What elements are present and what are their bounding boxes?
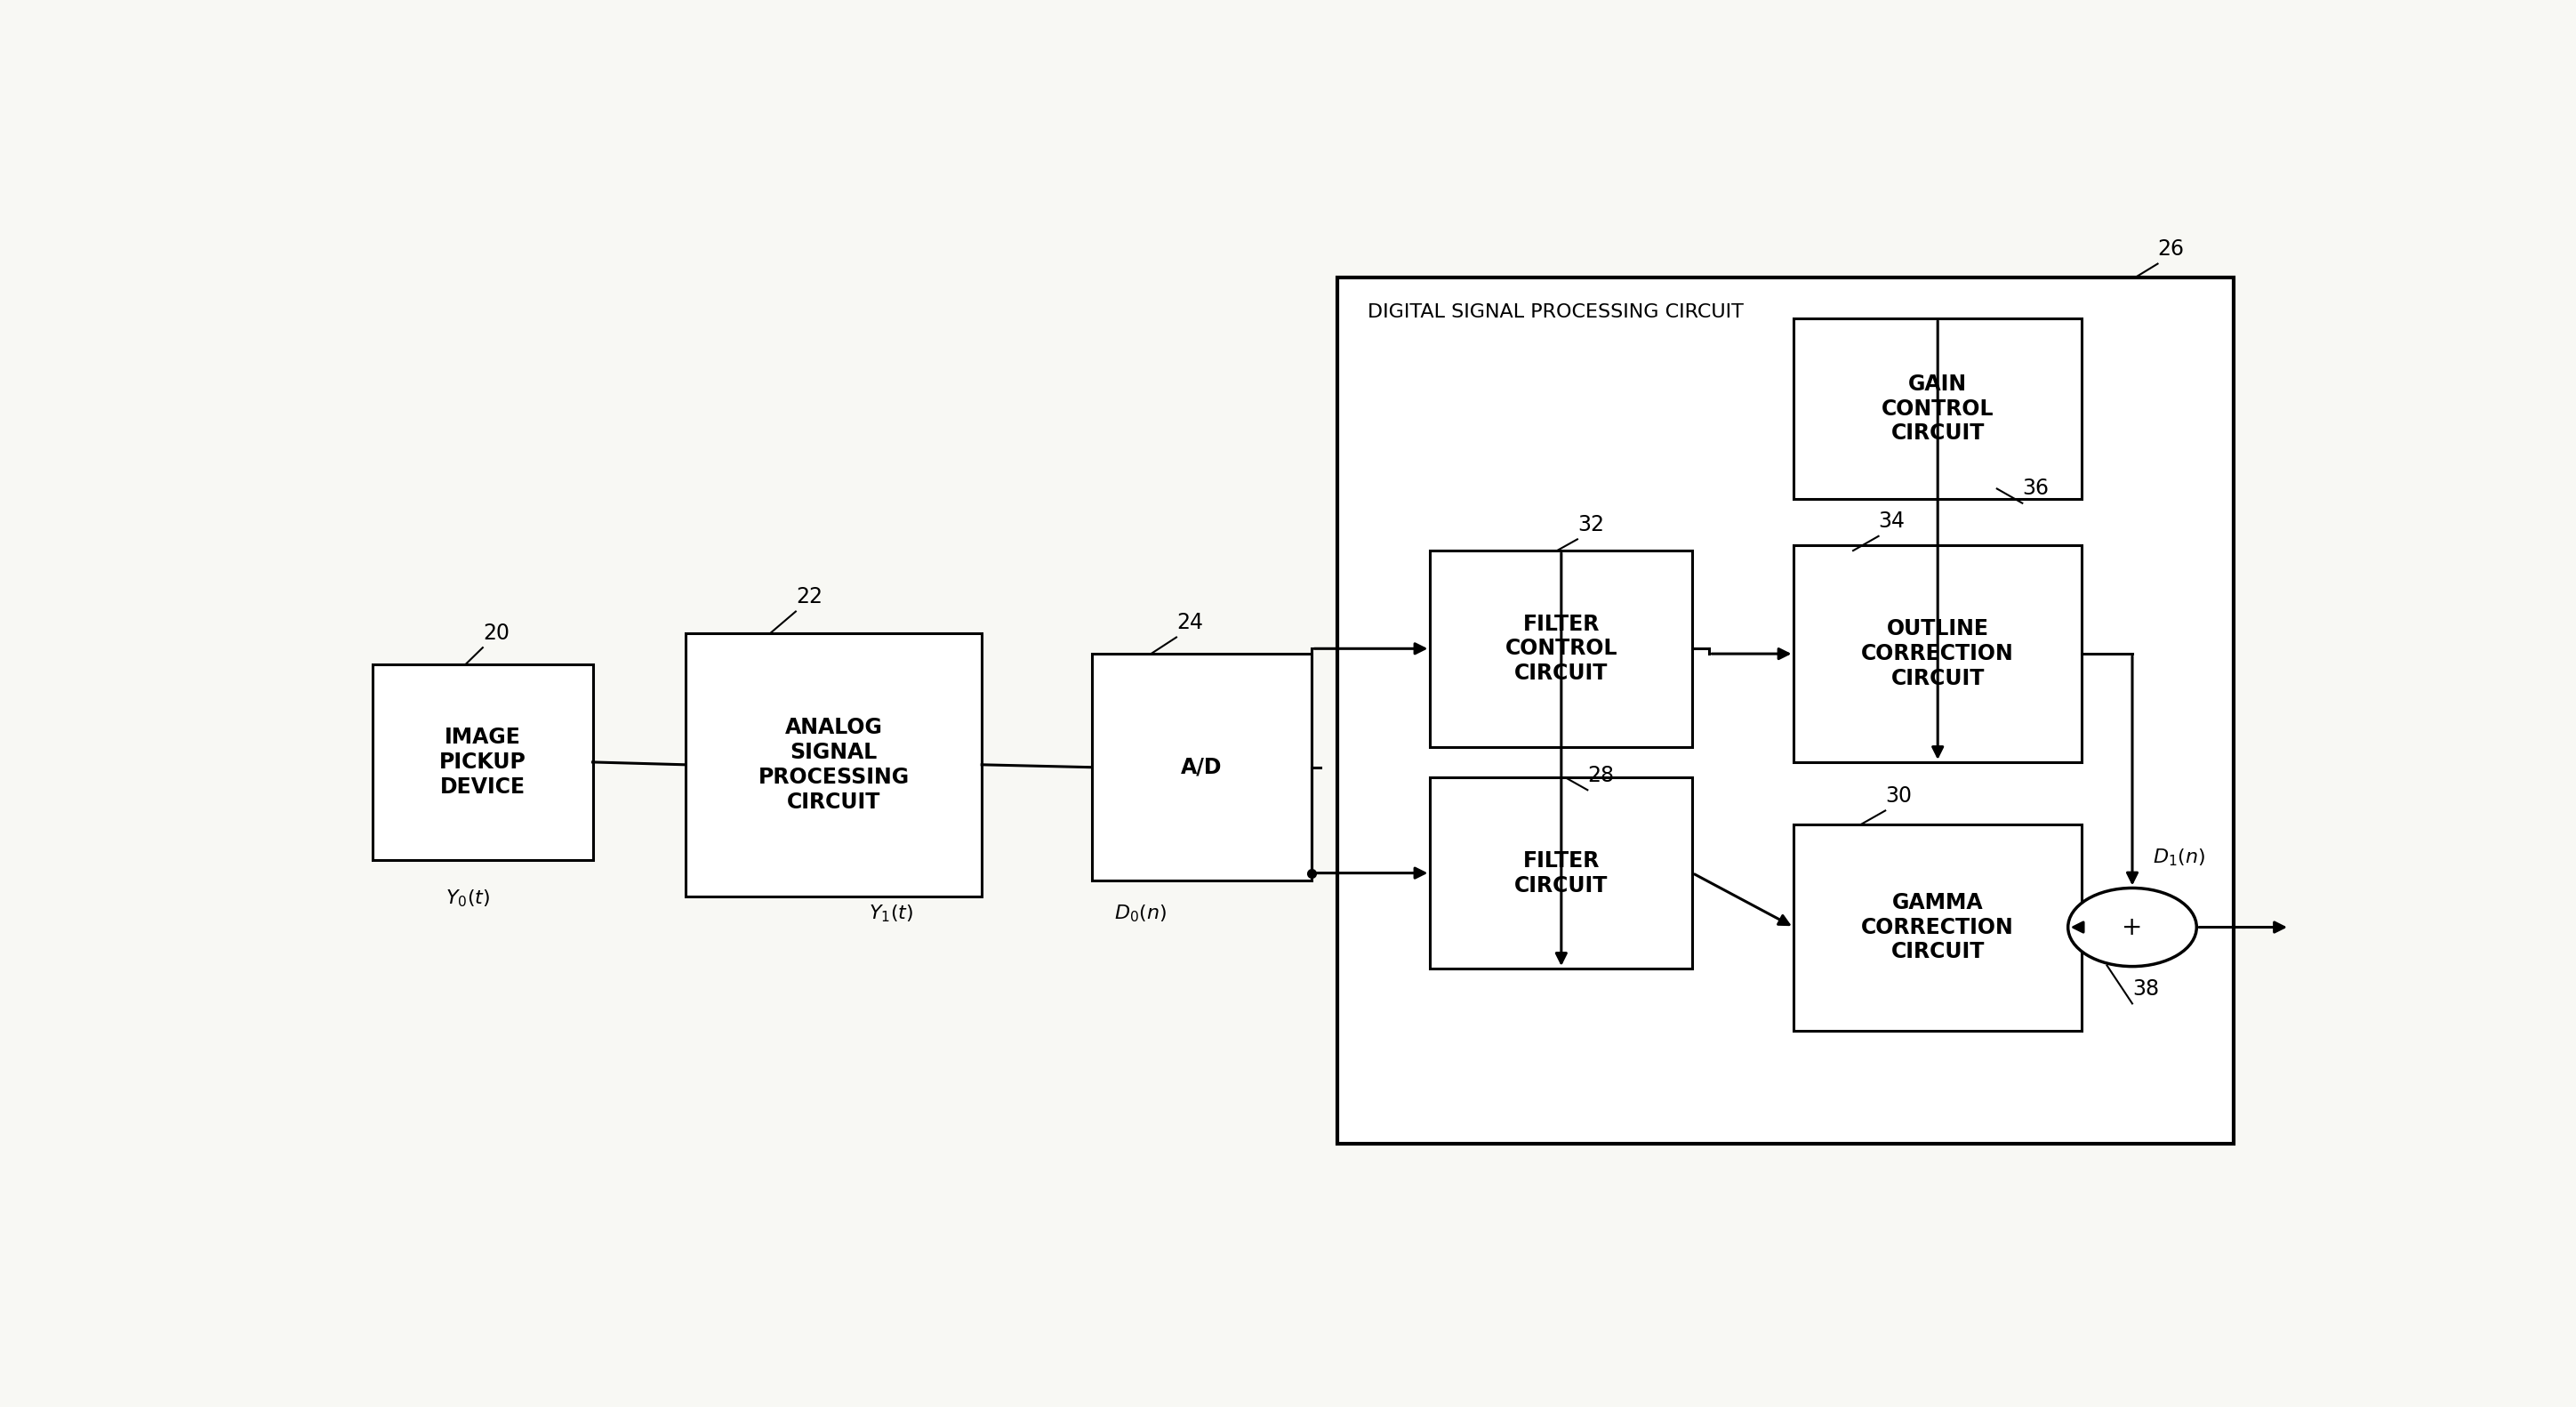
Text: 38: 38: [2133, 978, 2159, 999]
Text: 28: 28: [1587, 764, 1615, 787]
Text: 32: 32: [1577, 514, 1605, 535]
Text: 20: 20: [482, 622, 510, 643]
Text: FILTER
CIRCUIT: FILTER CIRCUIT: [1515, 850, 1607, 896]
Text: 22: 22: [796, 585, 822, 608]
Text: 26: 26: [2159, 238, 2184, 260]
Text: GAMMA
CORRECTION
CIRCUIT: GAMMA CORRECTION CIRCUIT: [1862, 892, 2014, 962]
Text: $Y_{1}(t)$: $Y_{1}(t)$: [868, 903, 912, 924]
Text: 30: 30: [1886, 785, 1911, 806]
Text: 34: 34: [1878, 511, 1906, 532]
Text: A/D: A/D: [1180, 757, 1224, 778]
Circle shape: [2069, 888, 2197, 967]
Text: $Y_{0}(t)$: $Y_{0}(t)$: [446, 888, 489, 909]
Text: 36: 36: [2022, 477, 2048, 499]
Text: FILTER
CONTROL
CIRCUIT: FILTER CONTROL CIRCUIT: [1504, 613, 1618, 684]
Bar: [1430, 550, 1692, 747]
Text: DIGITAL SIGNAL PROCESSING CIRCUIT: DIGITAL SIGNAL PROCESSING CIRCUIT: [1368, 303, 1744, 321]
Bar: [1092, 654, 1311, 881]
Bar: [1337, 277, 2233, 1144]
Text: +: +: [2123, 915, 2143, 940]
Bar: [1430, 778, 1692, 968]
Text: GAIN
CONTROL
CIRCUIT: GAIN CONTROL CIRCUIT: [1880, 373, 1994, 445]
Text: $D_{0}(n)$: $D_{0}(n)$: [1113, 903, 1167, 924]
Text: OUTLINE
CORRECTION
CIRCUIT: OUTLINE CORRECTION CIRCUIT: [1862, 619, 2014, 689]
Text: 24: 24: [1177, 612, 1203, 633]
Bar: [1793, 825, 2081, 1030]
Text: IMAGE
PICKUP
DEVICE: IMAGE PICKUP DEVICE: [440, 727, 526, 798]
Bar: [1793, 546, 2081, 763]
Text: $D_{1}(n)$: $D_{1}(n)$: [2154, 847, 2205, 868]
Text: ANALOG
SIGNAL
PROCESSING
CIRCUIT: ANALOG SIGNAL PROCESSING CIRCUIT: [757, 718, 909, 812]
Bar: [374, 664, 592, 860]
Bar: [1793, 318, 2081, 499]
Bar: [685, 633, 981, 896]
